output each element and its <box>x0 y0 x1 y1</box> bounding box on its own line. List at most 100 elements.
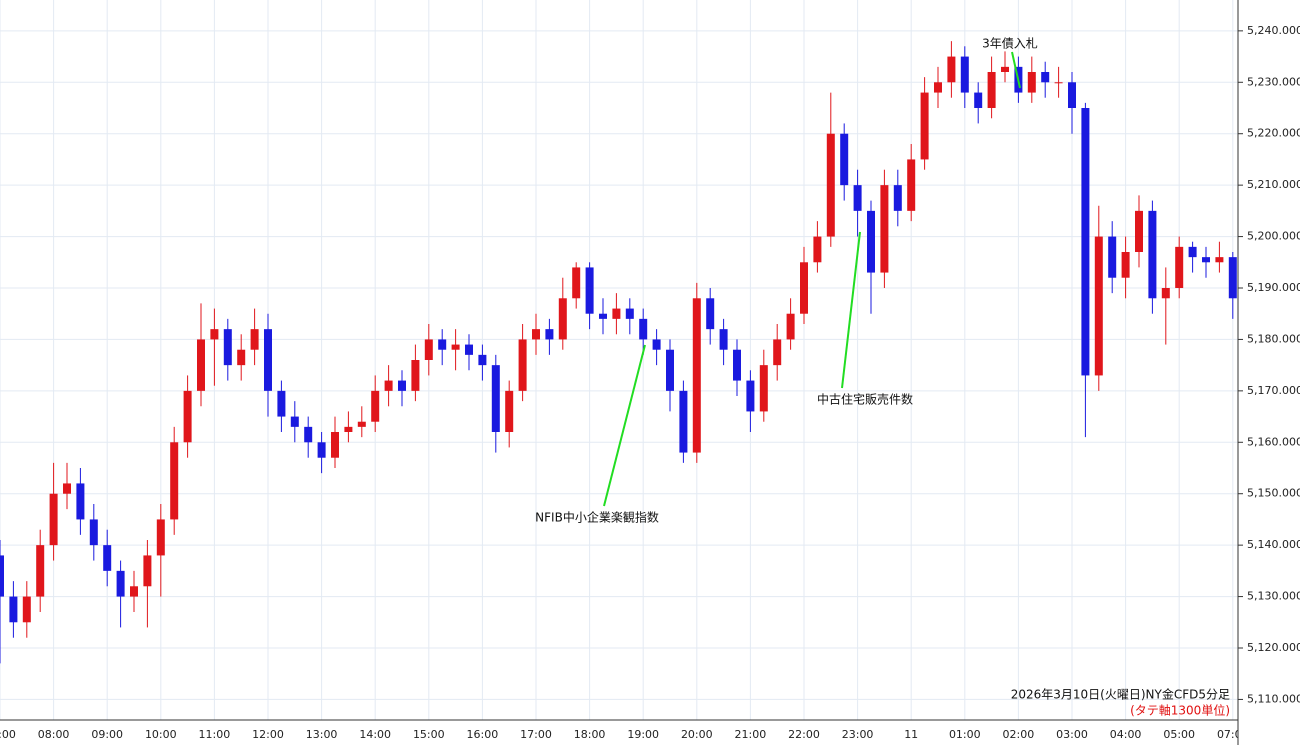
y-tick-label: 5,220.000 <box>1247 127 1300 140</box>
candle-body <box>143 555 152 587</box>
candle-body <box>197 339 205 391</box>
candle-body <box>237 349 246 366</box>
candle-body <box>63 483 71 494</box>
candle-body <box>759 365 768 412</box>
candle-body <box>1054 82 1063 84</box>
candle-body <box>800 262 808 314</box>
x-tick-label: 11 <box>904 728 918 741</box>
annotation-pointer <box>841 231 861 389</box>
candle-body <box>357 421 366 427</box>
candle-body <box>1094 236 1103 376</box>
candle-body <box>639 318 648 340</box>
x-tick-label: 15:00 <box>413 728 445 741</box>
candle-body <box>1027 72 1036 93</box>
candle-body <box>49 493 58 546</box>
x-axis-labels: 07:00 08:00 09:00 10:00 11:00 12:00 13:00 14:00… <box>0 728 1249 741</box>
x-tick-label: 13:00 <box>306 728 338 741</box>
candle-body <box>1041 72 1050 83</box>
candle-body <box>22 596 31 623</box>
candle-body <box>130 586 138 597</box>
candle-body <box>424 339 433 360</box>
x-tick-label: 07:00 <box>1217 728 1249 741</box>
candle-body <box>371 390 380 422</box>
candle-body <box>290 416 299 427</box>
candle-body <box>317 442 326 458</box>
candle-body <box>1081 108 1090 376</box>
candle-body <box>840 133 849 186</box>
x-tick-label: 18:00 <box>574 728 606 741</box>
candle-body <box>706 298 715 330</box>
x-tick-label: 07:00 <box>0 728 16 741</box>
candle-body <box>478 354 487 366</box>
y-tick-label: 5,130.000 <box>1247 590 1300 603</box>
x-tick-label: 02:00 <box>1003 728 1035 741</box>
y-tick-label: 5,140.000 <box>1247 538 1300 551</box>
candle-body <box>853 185 862 211</box>
candle-body <box>679 390 688 453</box>
x-tick-label: 23:00 <box>842 728 874 741</box>
x-tick-label: 19:00 <box>627 728 659 741</box>
candle-body <box>1135 210 1143 252</box>
x-tick-label: 11:00 <box>199 728 231 741</box>
candle-body <box>183 390 192 443</box>
candle-body <box>1068 82 1076 108</box>
candle-body <box>826 133 835 237</box>
candle-body <box>1001 66 1009 72</box>
x-tick-label: 22:00 <box>788 728 820 741</box>
x-tick-label: 17:00 <box>520 728 552 741</box>
y-tick-label: 5,110.000 <box>1247 692 1300 705</box>
x-tick-label: 14:00 <box>359 728 391 741</box>
candle-body <box>304 426 313 443</box>
candle-body <box>1148 210 1157 299</box>
candle-body <box>465 344 473 355</box>
candle-body <box>277 390 286 417</box>
candle-body <box>170 442 179 520</box>
candle-body <box>331 432 339 458</box>
y-tick-label: 5,170.000 <box>1247 384 1300 397</box>
caption: 2026年3月10日(火曜日)NY金CFD5分足 <box>1011 687 1230 702</box>
candle-body <box>384 380 393 391</box>
candle-body <box>1175 246 1184 288</box>
x-tick-label: 20:00 <box>681 728 713 741</box>
y-tick-label: 5,120.000 <box>1247 641 1300 654</box>
x-tick-label: 05:00 <box>1163 728 1195 741</box>
candle-body <box>773 339 782 366</box>
candle-body <box>920 92 929 160</box>
candle-body <box>116 570 125 597</box>
y-tick-label: 5,200.000 <box>1247 230 1300 243</box>
candle-body <box>505 390 514 432</box>
candle-body <box>746 380 755 412</box>
candle-body <box>0 555 4 597</box>
candle-body <box>813 236 822 263</box>
candle-body <box>1121 252 1130 278</box>
candle-body <box>491 365 500 432</box>
candle-body <box>558 298 567 340</box>
y-tick-label: 5,240.000 <box>1247 24 1300 37</box>
candle-body <box>36 545 45 597</box>
candle-body <box>1161 288 1170 299</box>
candle-body <box>89 519 98 546</box>
candle-body <box>1228 257 1237 299</box>
y-tick-label: 5,160.000 <box>1247 435 1300 448</box>
y-tick-label: 5,230.000 <box>1247 75 1300 88</box>
candle-body <box>719 329 728 350</box>
candle-body <box>666 349 674 391</box>
candle-body <box>625 308 634 319</box>
candle-body <box>652 339 661 350</box>
x-tick-label: 08:00 <box>38 728 70 741</box>
annotation: 3年債入札 <box>982 36 1038 51</box>
x-tick-label: 09:00 <box>91 728 123 741</box>
candle-body <box>572 267 581 299</box>
candle-body <box>210 329 219 340</box>
candle-body <box>612 308 621 319</box>
x-tick-label: 03:00 <box>1056 728 1088 741</box>
y-tick-label: 5,180.000 <box>1247 332 1300 345</box>
candle-body <box>223 329 232 366</box>
candle-body <box>987 72 996 108</box>
x-tick-label: 12:00 <box>252 728 284 741</box>
x-tick-label: 21:00 <box>735 728 767 741</box>
candle-body <box>880 185 889 273</box>
candle-body <box>1108 236 1117 278</box>
candle-body <box>960 56 969 93</box>
